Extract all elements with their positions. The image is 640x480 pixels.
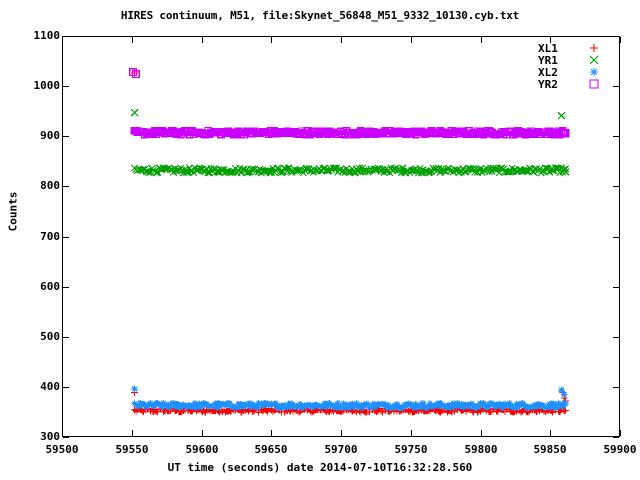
y-tick-mark (613, 237, 619, 238)
page-title: HIRES continuum, M51, file:Skynet_56848_… (120, 9, 520, 22)
x-tick-label: 59550 (115, 443, 149, 456)
y-tick-label: 1100 (33, 29, 61, 42)
x-tick-mark (271, 430, 272, 436)
y-tick-label: 400 (40, 380, 60, 393)
y-tick-mark (613, 36, 619, 37)
x-tick-mark (132, 37, 133, 43)
x-axis-label: UT time (seconds) date 2014-07-10T16:32:… (167, 461, 473, 474)
y-tick-mark (613, 437, 619, 438)
legend-marker-xl2-icon (590, 68, 598, 76)
x-tick-mark (481, 430, 482, 436)
x-tick-mark (202, 430, 203, 436)
y-tick-label: 900 (40, 129, 60, 142)
y-tick-mark (613, 287, 619, 288)
y-tick-mark (63, 287, 69, 288)
y-tick-mark (63, 437, 69, 438)
x-tick-mark (202, 37, 203, 43)
x-tick-mark (411, 37, 412, 43)
legend-label-yr1: YR1 (538, 54, 558, 67)
y-tick-label: 1000 (33, 79, 61, 92)
legend-label-yr2: YR2 (538, 78, 558, 91)
x-tick-mark (341, 430, 342, 436)
x-tick-mark (481, 37, 482, 43)
x-tick-mark (411, 430, 412, 436)
y-tick-mark (63, 186, 69, 187)
y-tick-mark (613, 86, 619, 87)
x-tick-mark (620, 37, 621, 43)
plot-frame (62, 36, 620, 437)
y-tick-mark (63, 86, 69, 87)
y-tick-label: 300 (40, 430, 60, 443)
x-tick-label: 59900 (603, 443, 637, 456)
x-tick-label: 59600 (185, 443, 219, 456)
x-tick-label: 59800 (464, 443, 498, 456)
x-tick-mark (550, 37, 551, 43)
y-tick-label: 700 (40, 230, 60, 243)
x-tick-mark (62, 37, 63, 43)
y-tick-mark (63, 36, 69, 37)
y-tick-mark (63, 387, 69, 388)
y-tick-label: 600 (40, 280, 60, 293)
x-tick-label: 59650 (254, 443, 288, 456)
x-tick-label: 59750 (394, 443, 428, 456)
y-tick-mark (613, 136, 619, 137)
y-tick-mark (613, 387, 619, 388)
x-tick-mark (620, 430, 621, 436)
x-tick-label: 59500 (45, 443, 79, 456)
x-tick-mark (271, 37, 272, 43)
legend-marker-yr1-icon (589, 55, 599, 65)
y-tick-mark (613, 337, 619, 338)
legend-label-xl1: XL1 (538, 42, 558, 55)
y-tick-mark (63, 136, 69, 137)
x-tick-mark (62, 430, 63, 436)
y-tick-mark (613, 186, 619, 187)
legend-marker-yr2-icon (589, 79, 599, 89)
y-tick-mark (63, 237, 69, 238)
x-tick-mark (132, 430, 133, 436)
x-tick-mark (550, 430, 551, 436)
legend-marker-xl1-icon (590, 44, 598, 52)
legend-label-xl2: XL2 (538, 66, 558, 79)
x-tick-mark (341, 37, 342, 43)
y-tick-label: 500 (40, 330, 60, 343)
y-tick-label: 800 (40, 179, 60, 192)
x-tick-label: 59850 (533, 443, 567, 456)
y-tick-mark (63, 337, 69, 338)
x-tick-label: 59700 (324, 443, 358, 456)
